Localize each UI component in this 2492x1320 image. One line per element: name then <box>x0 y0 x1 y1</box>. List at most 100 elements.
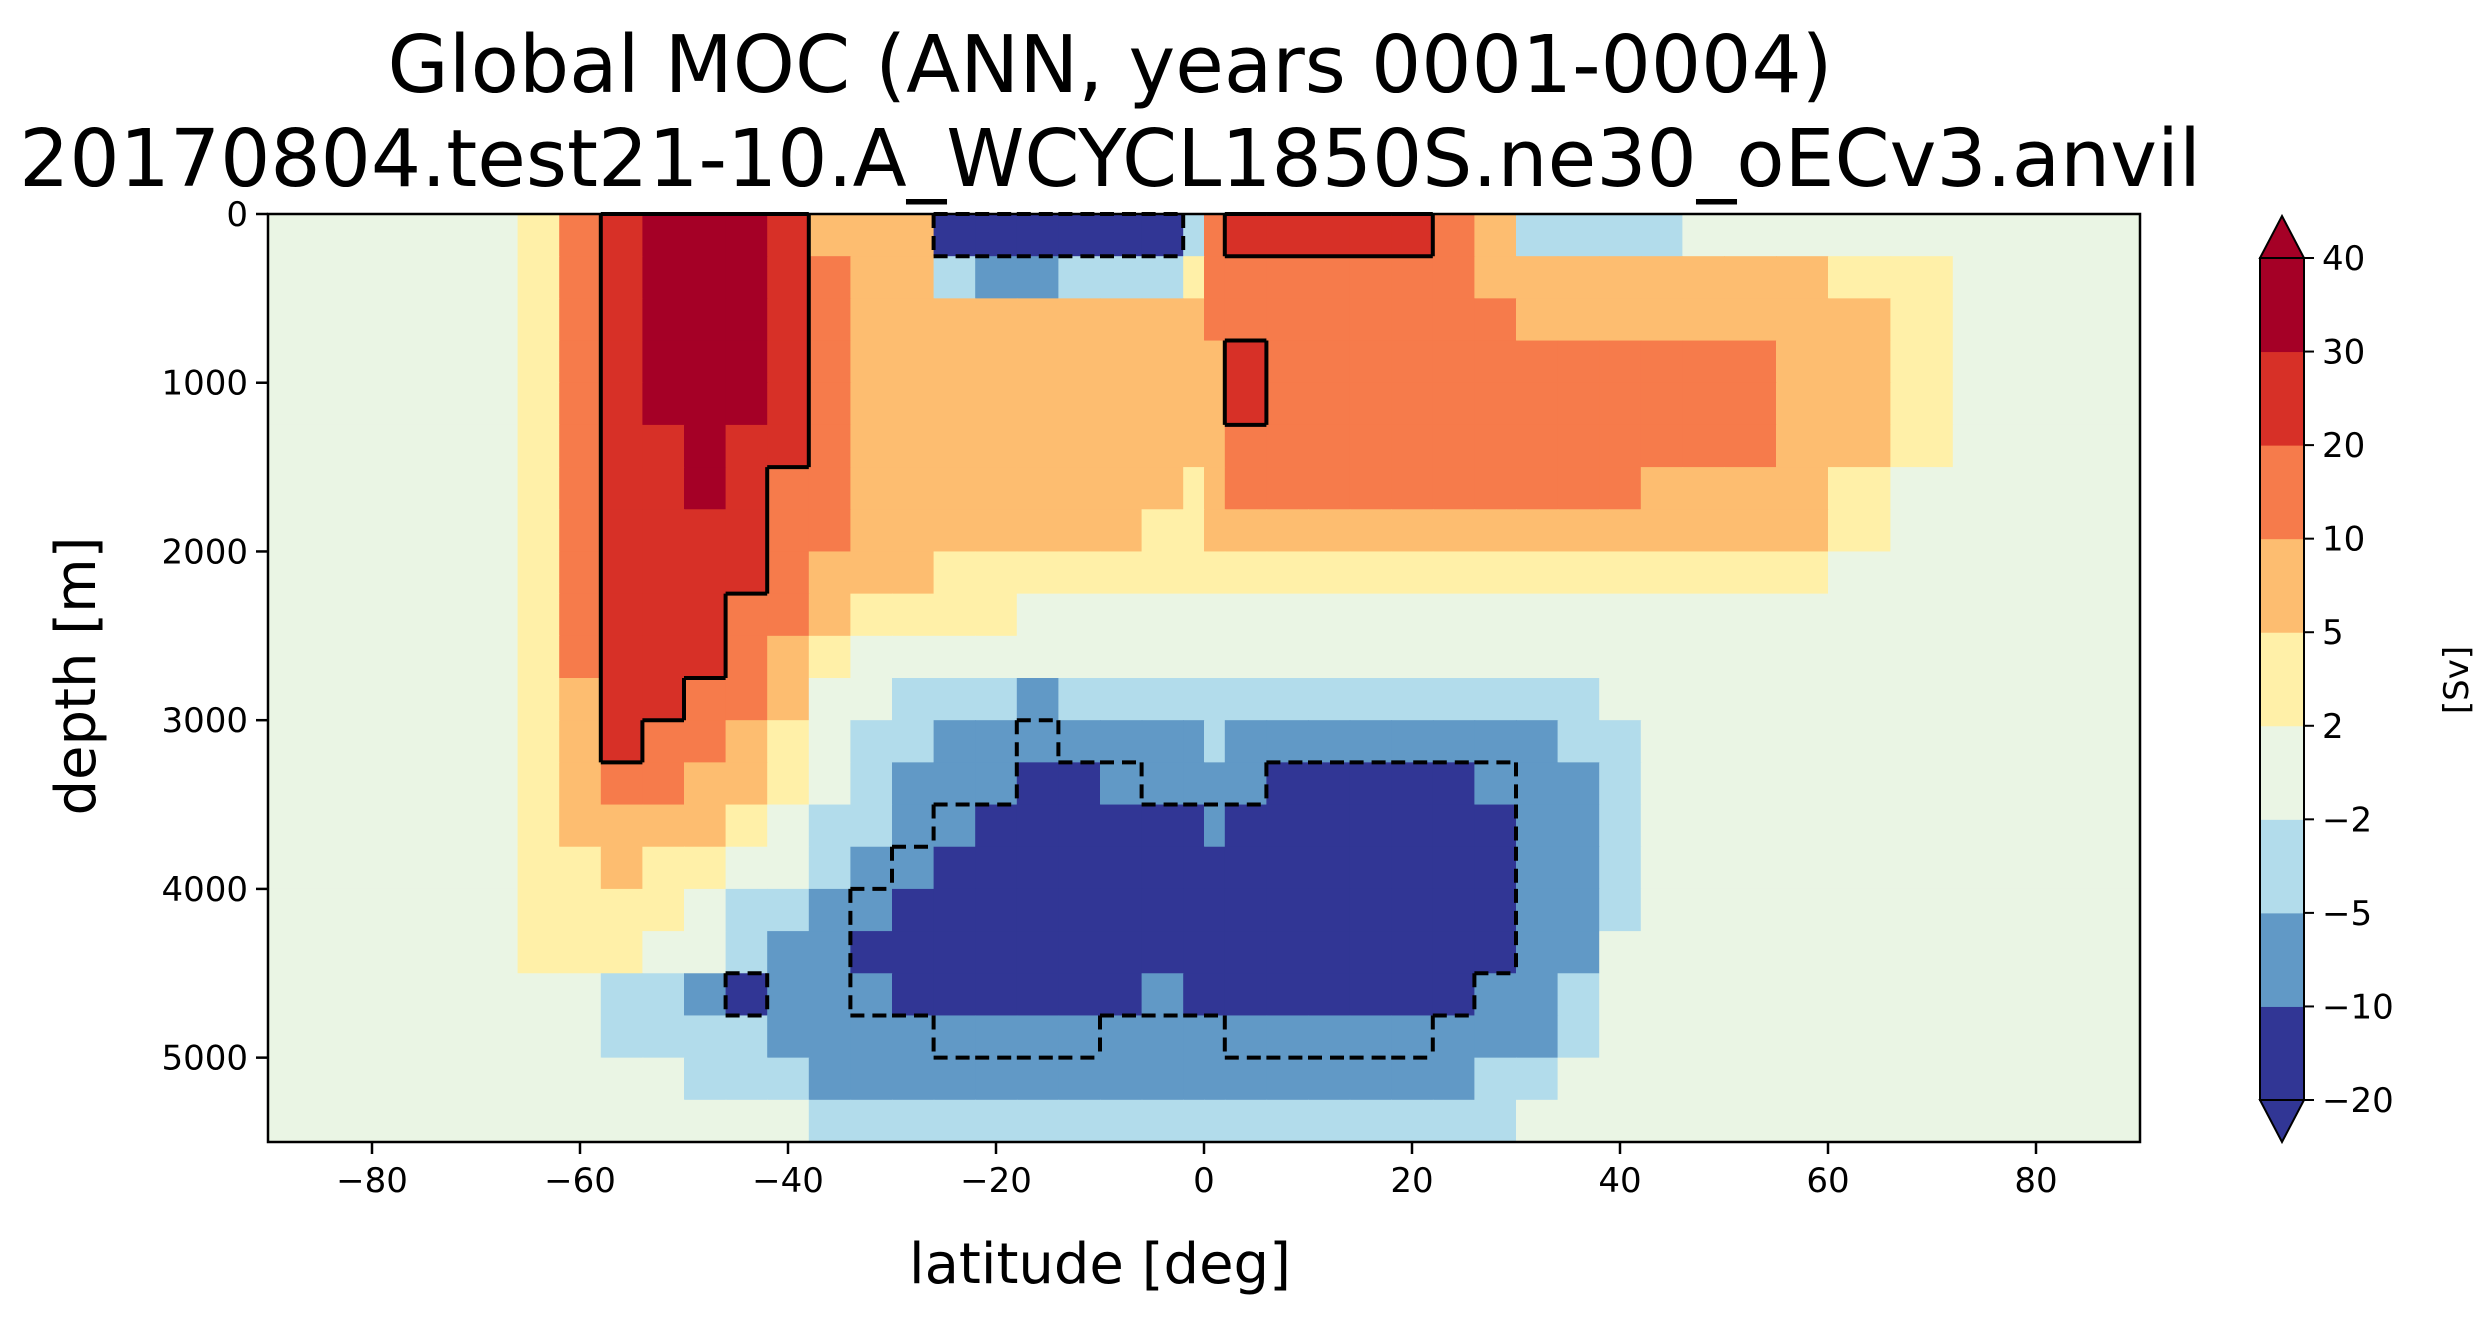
moc-cell <box>1516 720 1559 764</box>
moc-cell <box>1204 635 1226 679</box>
moc-cell <box>1640 720 1684 764</box>
moc-cell <box>1349 678 1392 721</box>
moc-cell <box>933 593 976 637</box>
moc-cell <box>933 635 976 679</box>
x-tick-label: 60 <box>1806 1161 1849 1201</box>
moc-cell <box>808 720 852 764</box>
moc-cell <box>808 804 852 848</box>
moc-cell <box>1952 340 2037 384</box>
moc-cell <box>1391 1099 1434 1143</box>
moc-cell <box>1890 340 1954 384</box>
colorbar-segment <box>2260 632 2304 727</box>
moc-cell <box>1204 1015 1226 1059</box>
moc-cell <box>1266 931 1309 975</box>
moc-cell <box>1640 593 1684 637</box>
moc-cell <box>933 340 976 384</box>
moc-cell <box>1599 256 1642 300</box>
moc-cell <box>1016 973 1060 1017</box>
moc-cell <box>1474 1057 1517 1101</box>
moc-cell <box>850 762 893 806</box>
moc-cell <box>1349 214 1392 257</box>
moc-cell <box>892 509 935 553</box>
moc-cell <box>1016 720 1060 764</box>
moc-cell <box>1776 467 1829 511</box>
moc-cell <box>1100 424 1143 468</box>
moc-cell <box>808 973 852 1017</box>
moc-cell <box>1557 931 1600 975</box>
moc-cell <box>1183 973 1205 1017</box>
moc-cell <box>1432 298 1476 342</box>
y-tick-label: 0 <box>226 195 248 235</box>
moc-cell <box>1828 340 1892 384</box>
moc-cell <box>1183 931 1205 975</box>
moc-cell <box>850 678 893 721</box>
moc-cell <box>975 382 1018 426</box>
moc-cell <box>1682 1057 1725 1101</box>
moc-cell <box>725 382 768 426</box>
moc-cell <box>642 509 685 553</box>
moc-cell <box>933 720 976 764</box>
moc-cell <box>1100 256 1143 300</box>
moc-cell <box>1682 678 1725 721</box>
moc-cell <box>1516 467 1559 511</box>
moc-cell <box>1828 635 1892 679</box>
colorbar-segment <box>2260 445 2304 540</box>
moc-cell <box>268 888 519 932</box>
moc-cell <box>1141 635 1184 679</box>
moc-cell <box>1058 467 1101 511</box>
moc-cell <box>1599 678 1642 721</box>
moc-cell <box>1391 888 1434 932</box>
moc-cell <box>2036 382 2141 426</box>
moc-cell <box>1828 804 1892 848</box>
moc-cell <box>1224 804 1268 848</box>
moc-cell <box>1640 973 1684 1017</box>
moc-cell <box>1724 1057 1777 1101</box>
moc-cell <box>600 467 644 511</box>
moc-cell <box>1952 509 2037 553</box>
moc-cell <box>1058 1057 1101 1101</box>
moc-cell <box>1432 256 1476 300</box>
moc-cell <box>1058 509 1101 553</box>
moc-cell <box>850 298 893 342</box>
moc-cell <box>1516 1015 1559 1059</box>
moc-cell <box>559 762 602 806</box>
moc-cell <box>1599 214 1642 257</box>
moc-cell <box>1391 931 1434 975</box>
moc-cell <box>1557 214 1600 257</box>
moc-cell <box>1599 551 1642 595</box>
moc-cell <box>559 931 602 975</box>
moc-cell <box>1391 720 1434 764</box>
y-axis: 0 1000 2000 3000 4000 5000 <box>161 195 268 1079</box>
moc-cell <box>268 1099 519 1143</box>
moc-cell <box>559 1099 602 1143</box>
moc-cell <box>1682 340 1725 384</box>
moc-cell <box>1952 1099 2037 1143</box>
moc-cell <box>684 467 727 511</box>
moc-cell <box>559 720 602 764</box>
moc-cell <box>1890 888 1954 932</box>
moc-cell <box>600 720 644 764</box>
moc-cell <box>1058 635 1101 679</box>
moc-cell <box>1100 1015 1143 1059</box>
moc-cell <box>2036 1015 2141 1059</box>
moc-cell <box>725 424 768 468</box>
moc-cell <box>517 256 560 300</box>
plot-area <box>268 214 2141 1143</box>
moc-cell <box>600 846 644 890</box>
moc-cell <box>1183 1057 1205 1101</box>
moc-cell <box>559 1057 602 1101</box>
moc-cell <box>1141 214 1184 257</box>
moc-cell <box>1204 1099 1226 1143</box>
moc-cell <box>1724 678 1777 721</box>
moc-cell <box>1432 1057 1476 1101</box>
moc-cell <box>892 298 935 342</box>
moc-cell <box>1890 424 1954 468</box>
moc-cell <box>684 762 727 806</box>
moc-cell <box>1952 846 2037 890</box>
moc-cell <box>933 467 976 511</box>
moc-cell <box>808 888 852 932</box>
moc-cell <box>1100 1057 1143 1101</box>
contour-line <box>723 212 1518 1060</box>
moc-cell <box>1308 256 1351 300</box>
moc-cell <box>975 931 1018 975</box>
